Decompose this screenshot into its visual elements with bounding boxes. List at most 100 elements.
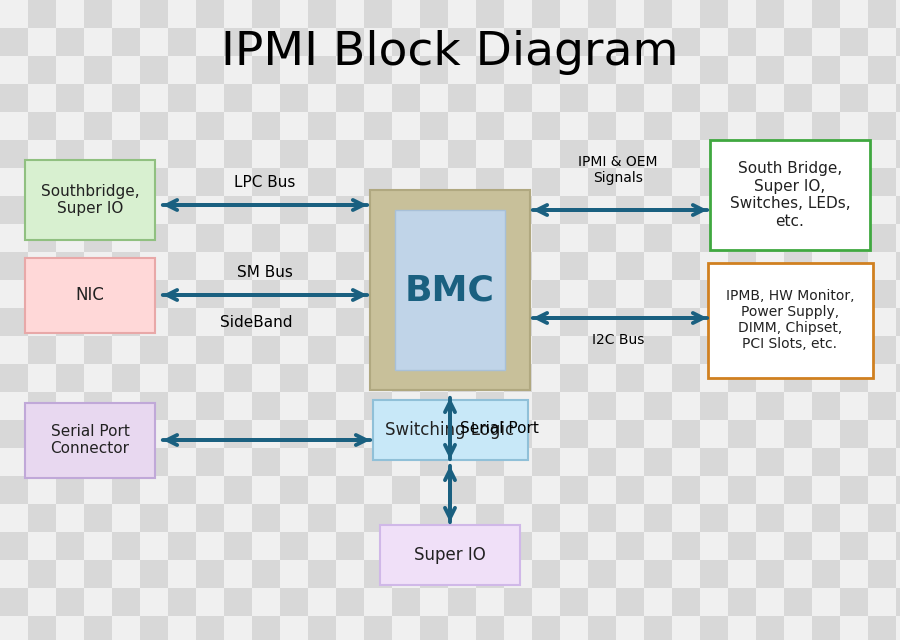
Bar bbox=[756, 84, 784, 112]
Bar bbox=[504, 84, 532, 112]
Bar bbox=[308, 280, 336, 308]
Bar bbox=[756, 532, 784, 560]
Bar bbox=[812, 308, 840, 336]
Text: I2C Bus: I2C Bus bbox=[592, 333, 644, 347]
Bar bbox=[224, 140, 252, 168]
Bar bbox=[700, 112, 728, 140]
Text: IPMI & OEM
Signals: IPMI & OEM Signals bbox=[578, 155, 658, 185]
Bar bbox=[168, 252, 196, 280]
Bar bbox=[336, 392, 364, 420]
Text: Serial Port
Connector: Serial Port Connector bbox=[50, 424, 130, 456]
Bar bbox=[896, 252, 900, 280]
Bar bbox=[196, 364, 224, 392]
Bar bbox=[224, 308, 252, 336]
Bar bbox=[840, 280, 868, 308]
Bar bbox=[364, 56, 392, 84]
Bar bbox=[56, 28, 84, 56]
Bar bbox=[728, 0, 756, 28]
Bar bbox=[420, 56, 448, 84]
Bar bbox=[476, 0, 504, 28]
Bar bbox=[784, 280, 812, 308]
Bar bbox=[84, 140, 112, 168]
Bar bbox=[728, 28, 756, 56]
Bar bbox=[784, 0, 812, 28]
Bar bbox=[364, 532, 392, 560]
Bar bbox=[140, 84, 168, 112]
Bar bbox=[28, 140, 56, 168]
Bar bbox=[756, 560, 784, 588]
Bar bbox=[336, 560, 364, 588]
Bar bbox=[28, 560, 56, 588]
Bar bbox=[28, 28, 56, 56]
Bar bbox=[532, 140, 560, 168]
Bar bbox=[784, 532, 812, 560]
Bar bbox=[784, 168, 812, 196]
Bar bbox=[280, 56, 308, 84]
Bar bbox=[476, 84, 504, 112]
Bar bbox=[868, 616, 896, 640]
Bar bbox=[812, 588, 840, 616]
Bar bbox=[476, 476, 504, 504]
Bar bbox=[364, 140, 392, 168]
Bar bbox=[560, 616, 588, 640]
Bar bbox=[196, 532, 224, 560]
Bar bbox=[448, 532, 476, 560]
Bar bbox=[896, 364, 900, 392]
Bar bbox=[140, 308, 168, 336]
Bar bbox=[784, 336, 812, 364]
Bar bbox=[728, 336, 756, 364]
Bar bbox=[504, 196, 532, 224]
Bar bbox=[140, 476, 168, 504]
Bar bbox=[784, 364, 812, 392]
Bar bbox=[476, 196, 504, 224]
Bar bbox=[896, 532, 900, 560]
Bar bbox=[476, 140, 504, 168]
Bar bbox=[812, 112, 840, 140]
Bar bbox=[84, 252, 112, 280]
Bar bbox=[420, 308, 448, 336]
Bar bbox=[308, 392, 336, 420]
Bar bbox=[0, 364, 28, 392]
Bar bbox=[28, 588, 56, 616]
Bar bbox=[280, 196, 308, 224]
Bar bbox=[420, 532, 448, 560]
Bar bbox=[616, 0, 644, 28]
Bar bbox=[0, 280, 28, 308]
Bar bbox=[0, 336, 28, 364]
Bar bbox=[756, 588, 784, 616]
Bar bbox=[392, 280, 420, 308]
Bar bbox=[420, 588, 448, 616]
Bar bbox=[364, 112, 392, 140]
Bar bbox=[700, 616, 728, 640]
Bar bbox=[896, 476, 900, 504]
Bar bbox=[392, 392, 420, 420]
Bar bbox=[896, 112, 900, 140]
FancyBboxPatch shape bbox=[395, 210, 505, 370]
Bar bbox=[392, 0, 420, 28]
Bar bbox=[112, 364, 140, 392]
Bar bbox=[84, 476, 112, 504]
Bar bbox=[840, 420, 868, 448]
Bar bbox=[728, 448, 756, 476]
Bar bbox=[616, 196, 644, 224]
Bar bbox=[168, 140, 196, 168]
Bar bbox=[756, 420, 784, 448]
Bar bbox=[784, 588, 812, 616]
Bar bbox=[476, 280, 504, 308]
Bar bbox=[336, 504, 364, 532]
Bar bbox=[588, 280, 616, 308]
Bar bbox=[420, 280, 448, 308]
Bar bbox=[868, 56, 896, 84]
Bar bbox=[168, 308, 196, 336]
Bar bbox=[896, 504, 900, 532]
Bar bbox=[392, 140, 420, 168]
Bar bbox=[588, 448, 616, 476]
Bar bbox=[476, 168, 504, 196]
Bar bbox=[224, 364, 252, 392]
Bar bbox=[700, 56, 728, 84]
Bar bbox=[644, 392, 672, 420]
Bar bbox=[0, 28, 28, 56]
Bar bbox=[28, 0, 56, 28]
Bar bbox=[616, 280, 644, 308]
Bar bbox=[168, 224, 196, 252]
